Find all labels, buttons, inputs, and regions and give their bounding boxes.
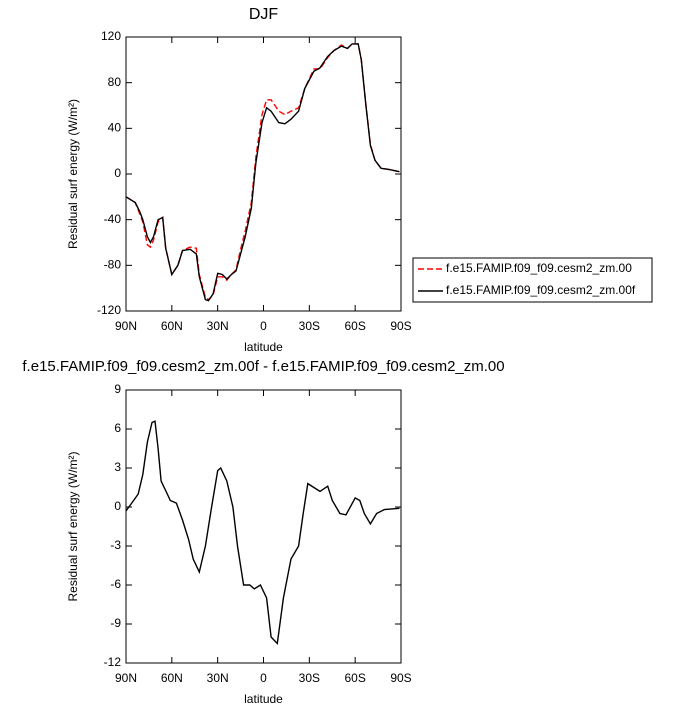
y-tick-label: 0 [114,499,121,513]
x-tick-label: 30N [207,319,229,333]
x-tick-label: 30S [299,671,320,685]
x-tick-label: 90N [115,671,137,685]
x-tick-label: 90S [390,671,411,685]
x-axis-label: latitude [244,340,283,354]
y-axis-label: Residual surf energy (W/m²) [66,451,80,601]
y-tick-label: -120 [97,303,121,317]
y-tick-label: -3 [110,538,121,552]
y-tick-label: -9 [110,616,121,630]
data-line [125,43,400,301]
x-tick-label: 0 [260,319,267,333]
x-tick-label: 90N [115,319,137,333]
legend-label: f.e15.FAMIP.f09_f09.cesm2_zm.00f [446,283,636,297]
x-axis-label: latitude [244,692,283,706]
y-tick-label: 6 [114,421,121,435]
plot-frame [125,389,402,664]
x-tick-label: 60S [344,671,365,685]
legend-label: f.e15.FAMIP.f09_f09.cesm2_zm.00 [446,261,632,275]
x-tick-label: 0 [260,671,267,685]
y-tick-label: 9 [114,382,121,396]
y-axis-label: Residual surf energy (W/m²) [66,99,80,249]
x-tick-label: 60S [344,319,365,333]
legend-box [412,257,653,303]
y-tick-label: -12 [104,655,122,669]
data-line [125,420,400,646]
y-tick-label: -40 [104,212,122,226]
x-tick-label: 60N [161,671,183,685]
y-tick-label: 120 [101,29,121,43]
y-tick-label: 80 [108,75,122,89]
chart-title: f.e15.FAMIP.f09_f09.cesm2_zm.00f - f.e15… [22,358,504,375]
y-tick-label: 0 [114,166,121,180]
y-tick-label: -6 [110,577,121,591]
chart-title: DJF [249,6,279,23]
data-line [125,43,400,302]
x-tick-label: 60N [161,319,183,333]
y-tick-label: 3 [114,460,121,474]
plot-frame [125,36,402,312]
y-tick-label: 40 [108,121,122,135]
x-tick-label: 30S [299,319,320,333]
x-tick-label: 30N [207,671,229,685]
x-tick-label: 90S [390,319,411,333]
y-tick-label: -80 [104,258,122,272]
